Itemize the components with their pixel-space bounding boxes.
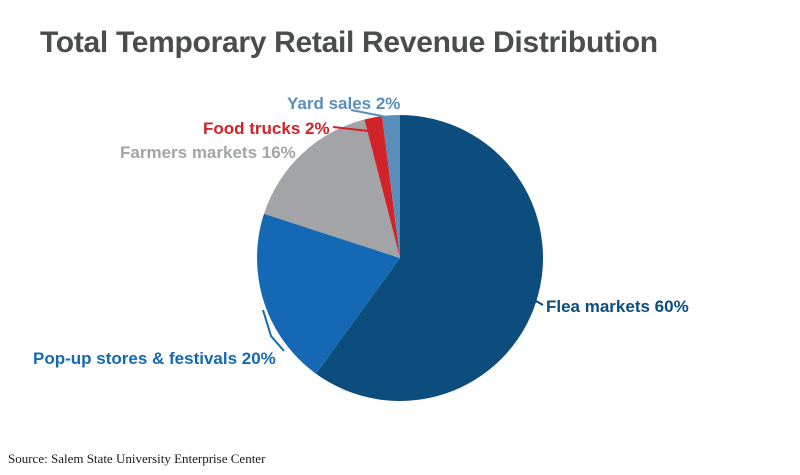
callout-label-food-trucks: Food trucks 2% (203, 119, 330, 138)
leader-line-flea-markets (528, 296, 544, 306)
callout-label-farmers-markets: Farmers markets 16% (120, 143, 296, 162)
leader-line-popup-stores (262, 309, 285, 352)
callout-label-popup-stores: Pop-up stores & festivals 20% (33, 349, 276, 368)
source-note: Source: Salem State University Enterpris… (8, 451, 266, 466)
callout-label-yard-sales: Yard sales 2% (287, 94, 401, 113)
pie-slice-yard-sales (382, 115, 400, 258)
pie-slice-pop-up-stores-festivals (257, 213, 400, 374)
callout-label-flea-markets: Flea markets 60% (546, 297, 689, 316)
pie-slice-flea-markets (315, 115, 544, 401)
leader-line-food-trucks (332, 126, 378, 133)
chart-title: Total Temporary Retail Revenue Distribut… (40, 26, 658, 59)
leader-line-yard-sales (350, 109, 398, 120)
pie-slice-farmers-markets (264, 119, 400, 259)
pie-slice-food-trucks (364, 116, 400, 258)
